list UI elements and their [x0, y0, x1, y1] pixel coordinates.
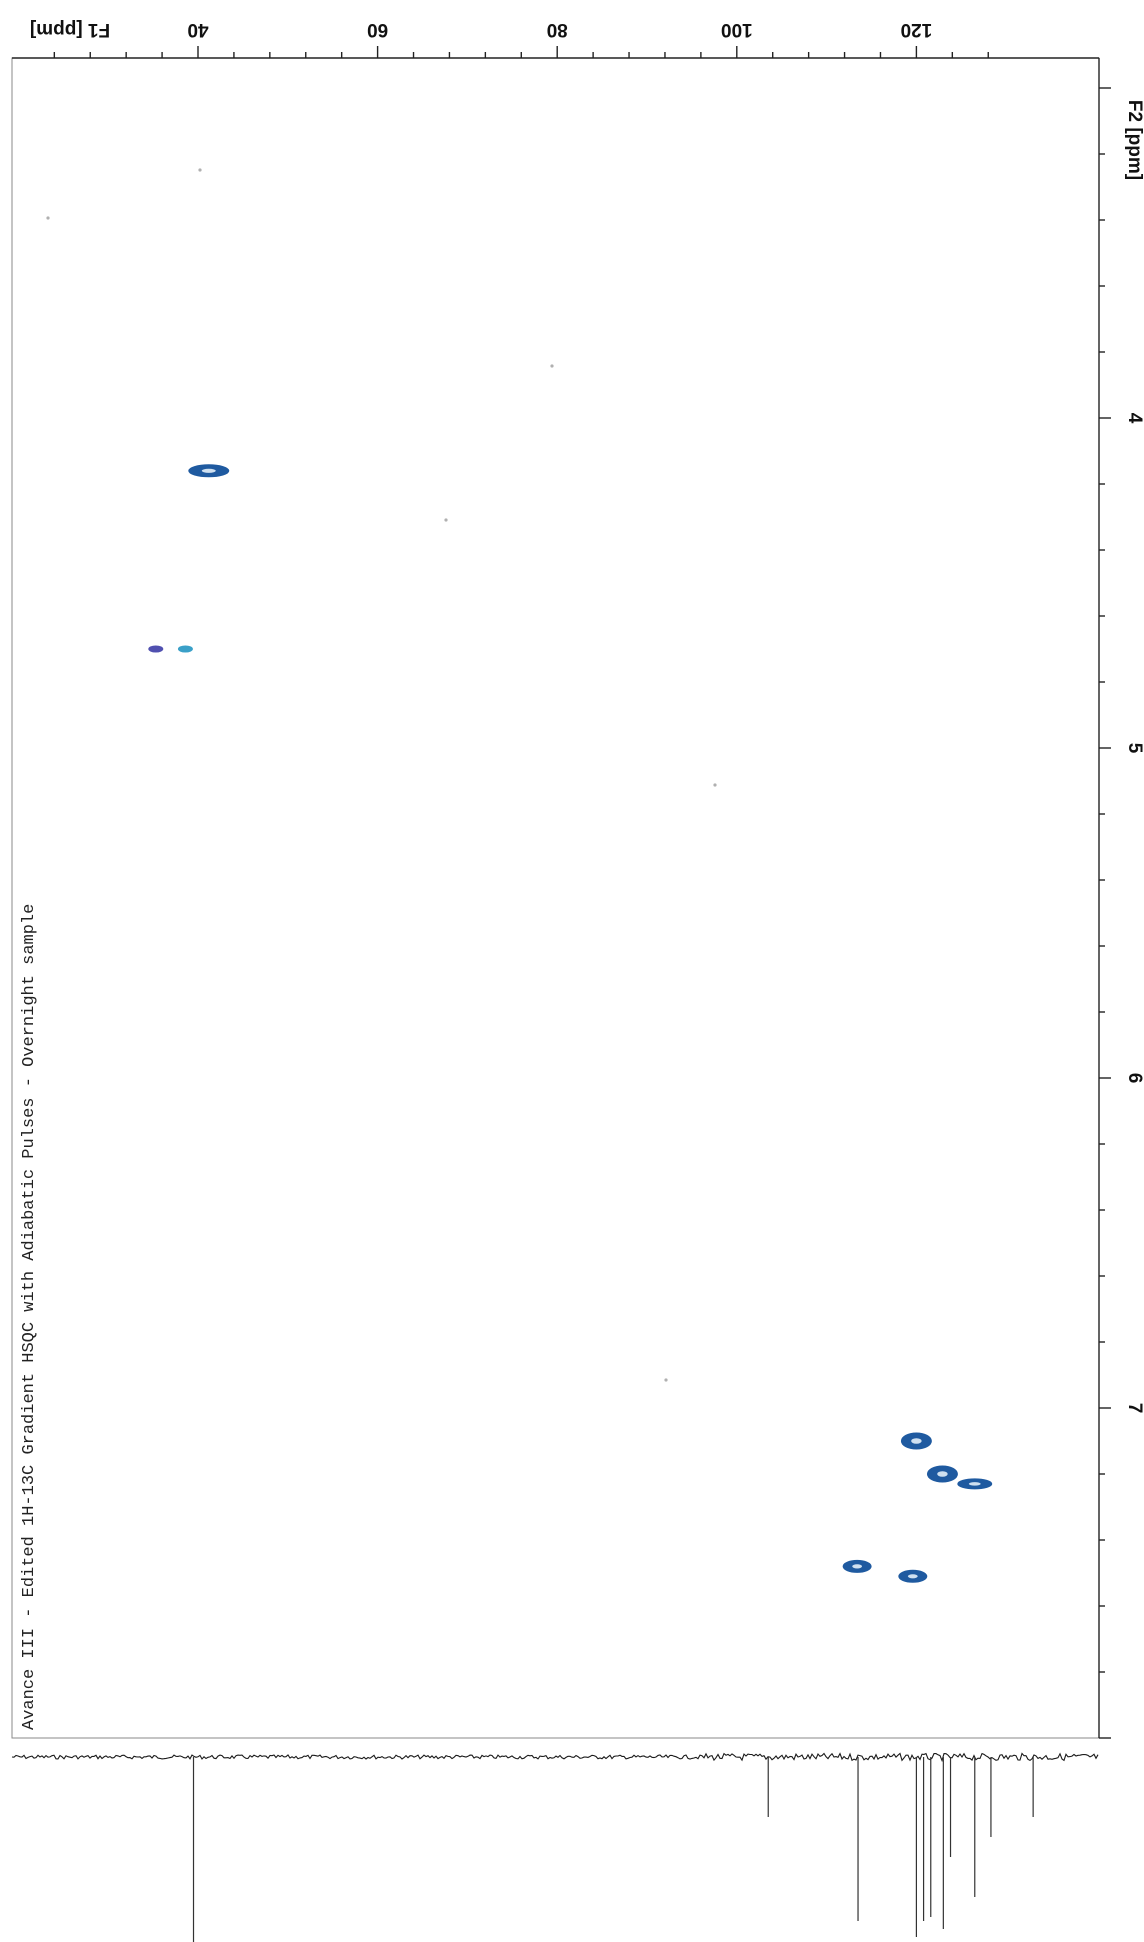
peak-contour-inner — [201, 468, 216, 473]
noise-speck — [550, 364, 554, 368]
f1-axis: 40 60 80 100 120 — [12, 19, 1099, 59]
f1-tick-label: 60 — [367, 19, 388, 40]
f2-axis: 4 5 6 7 — [1098, 58, 1144, 1739]
noise-specks — [46, 168, 717, 1382]
noise-speck — [198, 168, 202, 172]
hsqc-peak — [926, 1465, 958, 1483]
hsqc-peak — [898, 1569, 928, 1583]
f2-tick-label: 5 — [1124, 743, 1144, 754]
f1-projection-spectrum — [11, 1752, 1099, 1942]
noise-speck — [444, 518, 448, 522]
hsqc-peak — [900, 1432, 932, 1450]
projection-baseline — [11, 1752, 1099, 1763]
peak-contour-inner — [937, 1471, 948, 1477]
chart-title: Avance III - Edited 1H-13C Gradient HSQC… — [20, 904, 39, 1730]
noise-speck — [664, 1378, 668, 1382]
peak-contour-inner — [852, 1564, 863, 1569]
f1-tick-label: 40 — [187, 19, 208, 40]
f2-tick-label: 7 — [1124, 1403, 1144, 1414]
peak-layer — [148, 464, 993, 1583]
f1-tick-label: 80 — [547, 19, 568, 40]
hsqc-peak — [188, 464, 230, 478]
peak-contour-outer — [177, 645, 193, 653]
hsqc-peak — [177, 645, 193, 653]
hsqc-peak — [957, 1478, 993, 1490]
peak-contour-outer — [148, 645, 164, 653]
noise-speck — [713, 783, 717, 787]
noise-speck — [46, 216, 50, 220]
plot-frame — [11, 57, 1100, 1739]
hsqc-peak — [842, 1559, 872, 1573]
f1-axis-label: F1 [ppm] — [30, 19, 110, 40]
hsqc-peak — [148, 645, 164, 653]
f1-tick-label: 120 — [901, 19, 933, 40]
f2-axis-label: F2 [ppm] — [1124, 100, 1144, 180]
peak-contour-inner — [968, 1482, 981, 1486]
f2-tick-label: 6 — [1124, 1073, 1144, 1084]
f2-tick-label: 4 — [1124, 413, 1144, 424]
peak-contour-inner — [907, 1574, 918, 1579]
peak-contour-inner — [911, 1438, 922, 1444]
f1-tick-label: 100 — [721, 19, 753, 40]
